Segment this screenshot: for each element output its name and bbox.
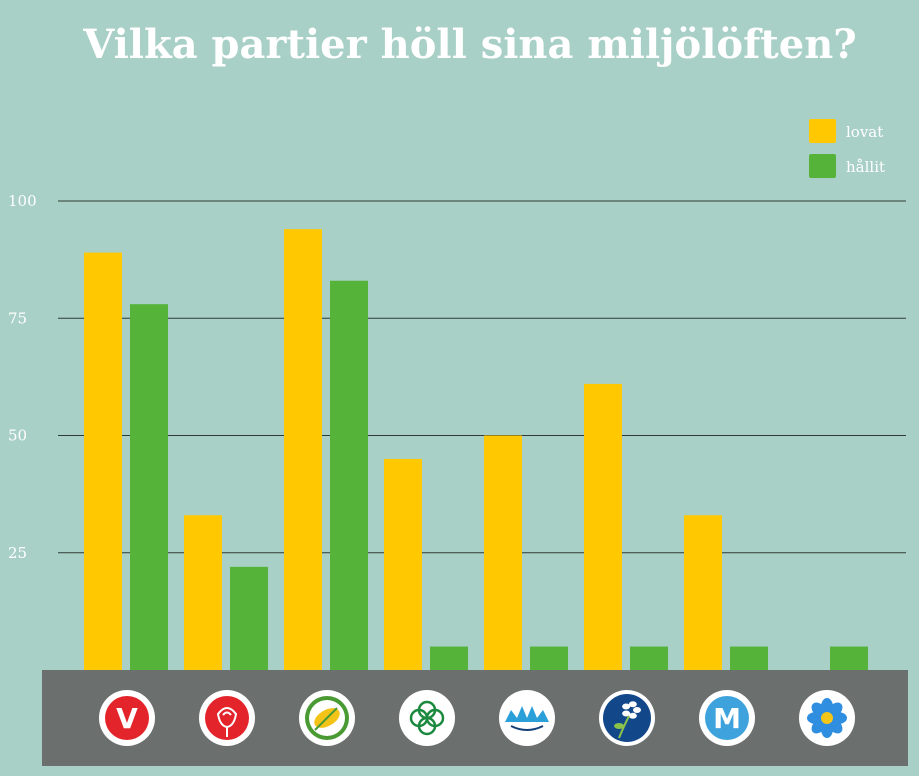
bar-lovat-c bbox=[384, 458, 422, 670]
bar-hållit-m bbox=[730, 646, 768, 670]
y-tick-label: 75 bbox=[8, 309, 27, 327]
bar-hållit-kd bbox=[630, 646, 668, 670]
legend-label-hallit: hållit bbox=[846, 158, 885, 176]
legend-label-lovat: lovat bbox=[846, 123, 883, 141]
bar-lovat-mp bbox=[284, 229, 322, 670]
bar-hållit-mp bbox=[330, 280, 368, 670]
centerpartiet-clover-logo-icon bbox=[399, 690, 455, 746]
svg-text:V: V bbox=[116, 702, 138, 735]
bar-hållit-sd bbox=[830, 646, 868, 670]
vansterpartiet-logo-icon: V bbox=[99, 690, 155, 746]
bar-lovat-kd bbox=[584, 383, 622, 670]
logo-strip bbox=[42, 670, 908, 766]
y-tick-label: 50 bbox=[8, 427, 27, 445]
y-axis: 100 75 50 25 bbox=[8, 192, 906, 562]
y-tick-label: 100 bbox=[8, 192, 37, 210]
bars bbox=[84, 229, 868, 670]
bar-lovat-s bbox=[184, 515, 222, 670]
sverigedemokraterna-flower-logo-icon bbox=[799, 690, 855, 746]
miljopartiet-dandelion-logo-icon bbox=[299, 690, 355, 746]
bar-hållit-l bbox=[530, 646, 568, 670]
bar-hållit-v bbox=[130, 304, 168, 670]
legend-swatch-hallit bbox=[809, 154, 836, 178]
liberalerna-cornflower-logo-icon bbox=[499, 690, 555, 746]
bar-hållit-c bbox=[430, 646, 468, 670]
chart-title: Vilka partier höll sina miljölöften? bbox=[82, 21, 856, 68]
bar-lovat-v bbox=[84, 252, 122, 670]
moderaterna-logo-icon: M bbox=[699, 690, 755, 746]
legend-swatch-lovat bbox=[809, 119, 836, 143]
svg-text:M: M bbox=[713, 702, 741, 735]
bar-lovat-l bbox=[484, 435, 522, 670]
y-tick-label: 25 bbox=[8, 544, 27, 562]
bar-hållit-s bbox=[230, 566, 268, 670]
socialdemokraterna-rose-logo-icon bbox=[199, 690, 255, 746]
kristdemokraterna-anemone-logo-icon bbox=[599, 690, 655, 746]
legend: lovat hållit bbox=[809, 119, 885, 178]
bar-lovat-m bbox=[684, 515, 722, 670]
